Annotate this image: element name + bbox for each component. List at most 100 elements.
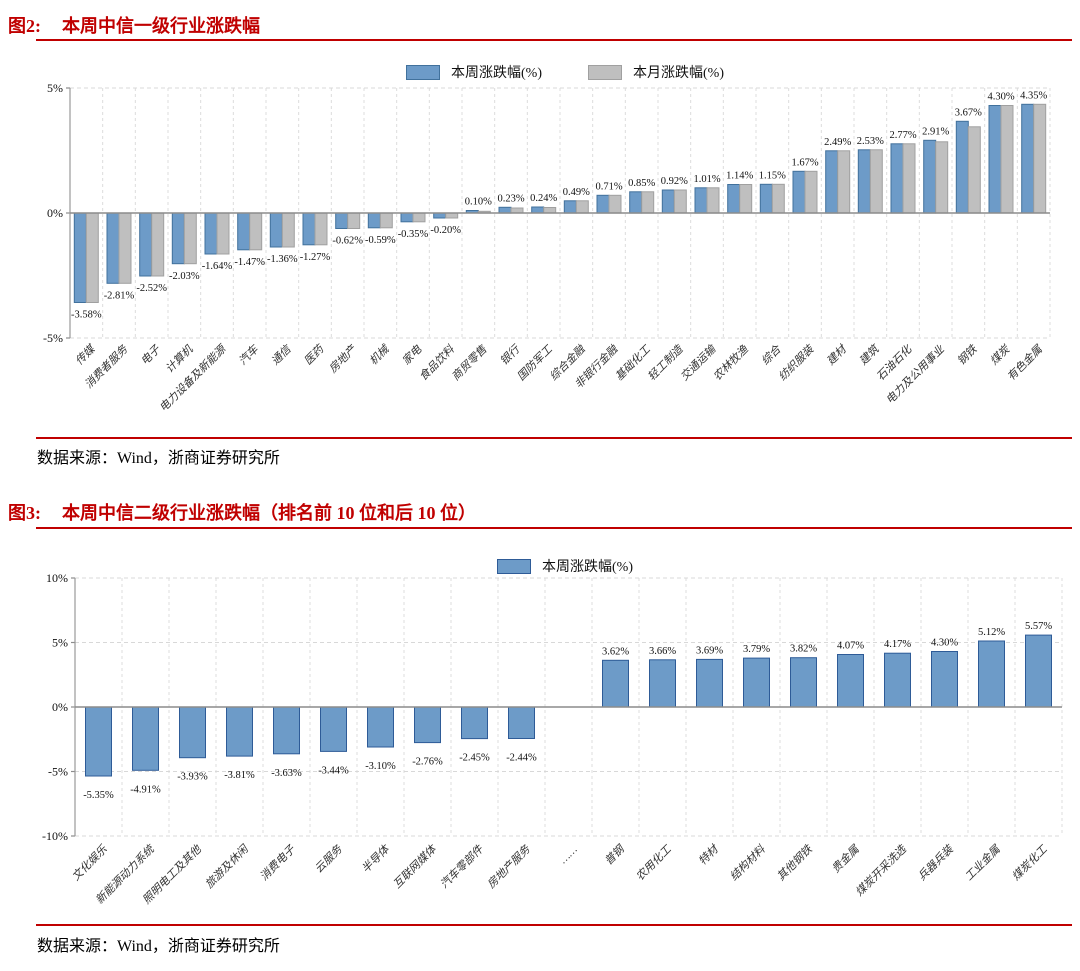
data-label: 0.23% bbox=[497, 193, 524, 204]
bar bbox=[171, 212, 185, 265]
bar bbox=[237, 212, 251, 251]
bar bbox=[857, 149, 871, 214]
data-label: -3.44% bbox=[318, 765, 349, 776]
data-label: 3.66% bbox=[649, 646, 676, 657]
y-axis-tick-label: 5% bbox=[47, 81, 63, 95]
category-label: 计算机 bbox=[163, 342, 196, 375]
bar bbox=[433, 212, 447, 219]
y-axis-tick-label: 0% bbox=[52, 700, 68, 714]
bar bbox=[629, 191, 643, 214]
data-label: 2.53% bbox=[857, 136, 884, 147]
category-label: 半导体 bbox=[359, 842, 393, 876]
bar bbox=[183, 212, 197, 265]
figure2-title: 本周中信一级行业涨跌幅 bbox=[62, 16, 260, 36]
data-label: -2.44% bbox=[506, 753, 537, 764]
bar bbox=[510, 207, 524, 214]
category-label: 云服务 bbox=[312, 842, 345, 875]
data-label: -3.81% bbox=[224, 770, 255, 781]
bar bbox=[414, 706, 441, 744]
bar bbox=[673, 189, 687, 214]
data-label: -4.91% bbox=[130, 784, 161, 795]
bar bbox=[743, 657, 770, 708]
data-label: 4.17% bbox=[884, 639, 911, 650]
bar bbox=[85, 212, 99, 303]
category-label: 互联网媒体 bbox=[391, 842, 440, 891]
data-label: -5.35% bbox=[83, 790, 114, 801]
category-label: 机械 bbox=[367, 342, 393, 368]
bar bbox=[367, 212, 381, 229]
data-label: -3.63% bbox=[271, 768, 302, 779]
bar bbox=[269, 212, 283, 248]
data-label: 2.77% bbox=[889, 130, 916, 141]
category-label: 电力及公用事业 bbox=[883, 342, 947, 406]
bar bbox=[902, 143, 916, 214]
figure2-source: 数据来源：Wind，浙商证券研究所 bbox=[37, 450, 280, 467]
bar bbox=[649, 659, 676, 708]
bar bbox=[367, 706, 394, 748]
data-label: -2.52% bbox=[136, 283, 167, 294]
category-label: 医药 bbox=[301, 342, 327, 368]
bar bbox=[281, 212, 295, 248]
bar bbox=[412, 212, 426, 223]
data-label: 0.10% bbox=[465, 197, 492, 208]
category-label: 电子 bbox=[138, 342, 163, 367]
bar bbox=[1000, 105, 1014, 214]
figure3-source: 数据来源：Wind，浙商证券研究所 bbox=[37, 938, 280, 955]
bar bbox=[216, 212, 230, 255]
y-axis-tick-label: 5% bbox=[52, 636, 68, 650]
bar bbox=[132, 706, 159, 771]
category-label: 普钢 bbox=[602, 842, 628, 868]
bar bbox=[320, 706, 347, 752]
category-label: 建筑 bbox=[857, 342, 883, 368]
y-axis-tick-label: -5% bbox=[48, 765, 68, 779]
category-label: 农用化工 bbox=[633, 842, 674, 883]
bar bbox=[978, 640, 1005, 708]
data-label: 5.12% bbox=[978, 627, 1005, 638]
data-label: 4.35% bbox=[1020, 90, 1047, 101]
bar bbox=[73, 212, 87, 303]
bar bbox=[302, 212, 316, 246]
bar bbox=[988, 105, 1002, 214]
bar bbox=[335, 212, 349, 229]
data-label: 1.67% bbox=[791, 157, 818, 168]
data-label: -0.59% bbox=[365, 235, 396, 246]
category-label: 传媒 bbox=[73, 342, 99, 368]
y-axis-tick-label: 10% bbox=[46, 571, 68, 585]
legend-label: 本月涨跌幅(%) bbox=[633, 66, 724, 81]
data-label: 4.30% bbox=[931, 638, 958, 649]
category-label: 家电 bbox=[399, 342, 424, 367]
figure2-bar-chart: 5%0%-5%-3.58%-2.81%-2.52%-2.03%-1.64% -1.… bbox=[43, 81, 1051, 414]
bar bbox=[226, 706, 253, 757]
figure3-header: 图3: 本周中信二级行业涨跌幅（排名前 10 位和后 10 位） bbox=[8, 499, 476, 525]
bar bbox=[139, 212, 153, 277]
data-label: 4.30% bbox=[987, 92, 1014, 103]
figure3-legend: 本周涨跌幅(%) bbox=[70, 556, 1060, 576]
category-label: 旅游及休闲 bbox=[203, 842, 252, 891]
bar bbox=[706, 187, 720, 214]
category-label: 煤炭化工 bbox=[1009, 842, 1050, 883]
bar bbox=[445, 212, 459, 219]
bar bbox=[792, 170, 806, 214]
legend-swatch-icon bbox=[588, 64, 622, 80]
category-label: 煤炭开采洗选 bbox=[853, 842, 910, 899]
bar bbox=[641, 191, 655, 214]
figure2-source-rule bbox=[36, 437, 1072, 439]
bar bbox=[694, 187, 708, 214]
bar bbox=[955, 120, 969, 214]
bar bbox=[1021, 103, 1035, 214]
legend-label: 本周涨跌幅(%) bbox=[542, 560, 633, 575]
bar bbox=[739, 184, 753, 214]
category-label: 有色金属 bbox=[1005, 342, 1046, 383]
legend-swatch-icon bbox=[406, 64, 440, 80]
bar bbox=[1025, 634, 1052, 708]
data-label: -3.93% bbox=[177, 772, 208, 783]
figure3-source-rule bbox=[36, 924, 1072, 926]
bar bbox=[790, 657, 817, 708]
bar bbox=[85, 706, 112, 777]
data-label: 0.71% bbox=[595, 181, 622, 192]
bar bbox=[608, 194, 622, 214]
data-label: -1.64% bbox=[202, 261, 233, 272]
data-label: 3.82% bbox=[790, 644, 817, 655]
data-label: -1.36% bbox=[267, 254, 298, 265]
category-label: 工业金属 bbox=[962, 842, 1003, 883]
